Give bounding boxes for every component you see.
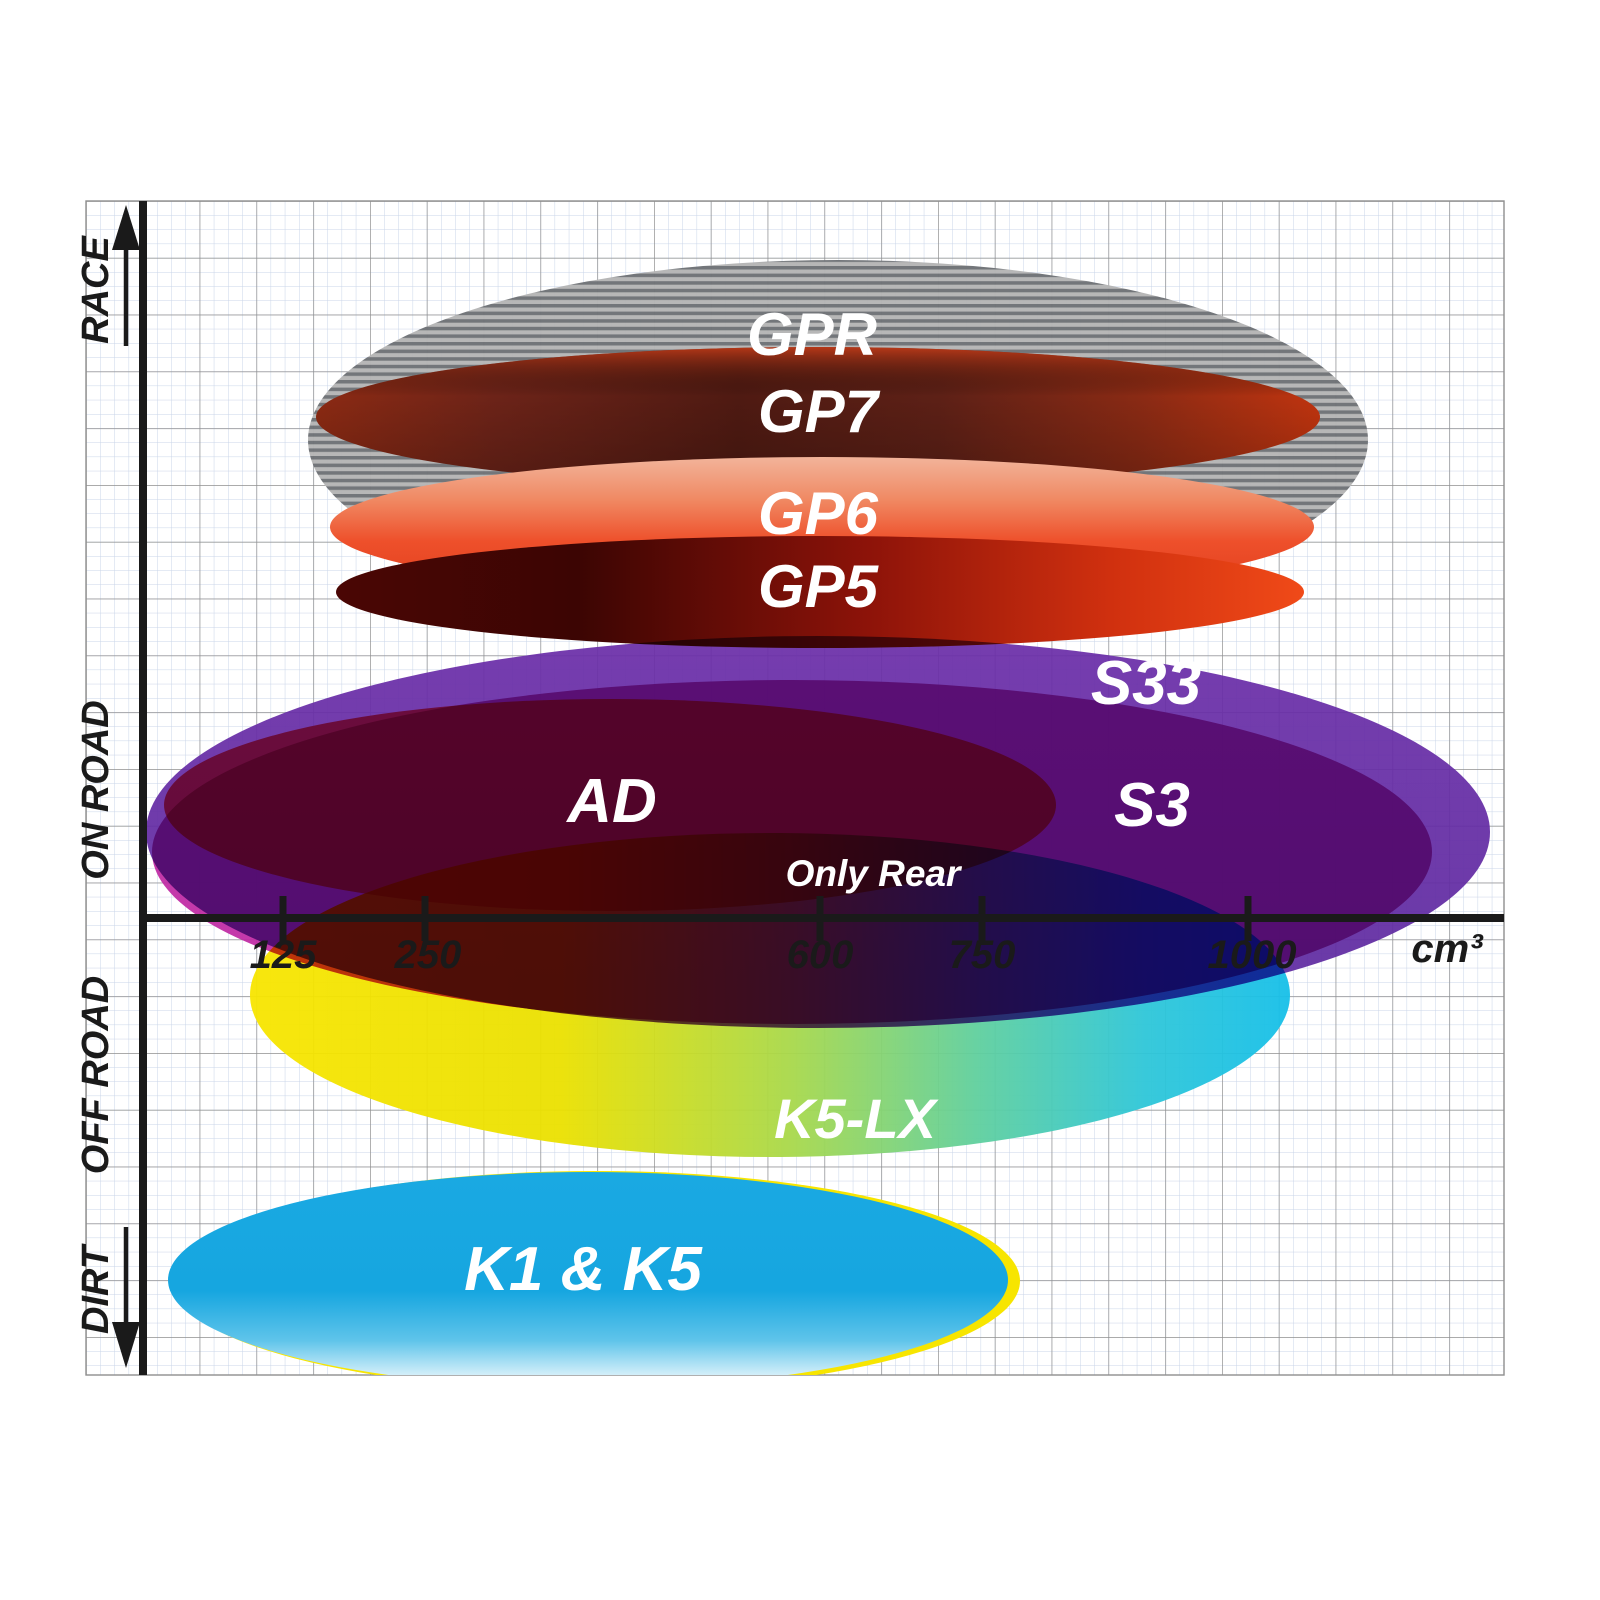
band-label-dirt: DIRT [75, 1243, 117, 1334]
label-gp5: GP5 [758, 553, 880, 620]
label-k1k5: K1 & K5 [464, 1235, 703, 1304]
tick-label-250: 250 [394, 933, 462, 977]
label-k5lx: K5-LX [774, 1087, 939, 1150]
label-ad: AD [565, 767, 657, 836]
band-label-race: RACE [75, 235, 117, 344]
label-gpr: GPR [747, 301, 877, 368]
y-axis-band-labels: RACE ON ROAD OFF ROAD DIRT [75, 235, 117, 1334]
label-gp6: GP6 [758, 480, 879, 547]
x-axis-tick-labels: 125 250 600 750 1000 cm³ [250, 927, 1485, 977]
label-only-rear: Only Rear [786, 853, 963, 894]
label-s33: S33 [1091, 649, 1201, 718]
tick-label-125: 125 [250, 933, 317, 977]
region-k1k5[interactable] [168, 1171, 1020, 1391]
label-gp7: GP7 [758, 378, 881, 445]
region-k5lx[interactable] [250, 833, 1290, 1157]
band-label-off-road: OFF ROAD [75, 976, 117, 1174]
label-s3: S3 [1114, 771, 1190, 840]
x-axis-unit-label: cm³ [1411, 927, 1484, 971]
tick-label-600: 600 [787, 933, 854, 977]
region-labels: GPR GP7 GP6 GP5 S33 S3 AD Only Rear K5-L… [464, 301, 1201, 1304]
tick-label-750: 750 [949, 933, 1016, 977]
region-gp7[interactable] [316, 347, 1320, 487]
dirt-arrow-icon [112, 1227, 140, 1368]
x-axis-ticks [279, 896, 1252, 941]
race-arrow-icon [112, 205, 140, 346]
region-gp5[interactable] [336, 536, 1304, 648]
axes [112, 201, 1504, 1375]
band-label-on-road: ON ROAD [75, 700, 117, 879]
tick-label-1000: 1000 [1208, 933, 1297, 977]
